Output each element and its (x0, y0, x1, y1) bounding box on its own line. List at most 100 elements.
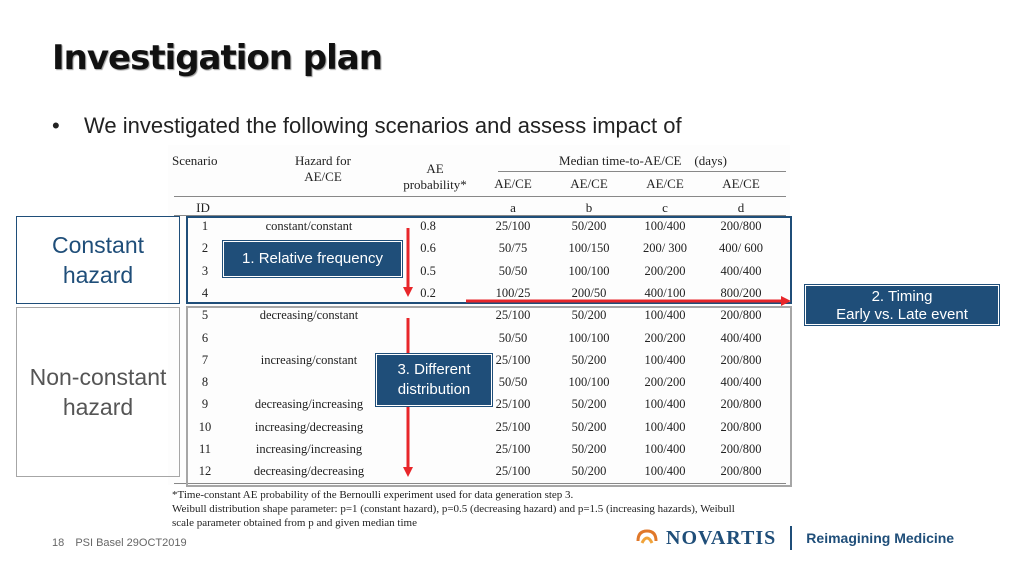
logo-divider (790, 526, 793, 550)
cell-d: 200/800 (720, 219, 762, 233)
scenario-table: Scenario Hazard for AE/CE AE probability… (168, 145, 790, 485)
nonconstant-hazard-label: Non-constant hazard (16, 307, 180, 477)
cell-a: 50/75 (498, 241, 528, 256)
cell-b: 50/200 (571, 464, 607, 479)
cell-id: 8 (201, 375, 209, 390)
cell-id: 9 (201, 397, 209, 412)
cell-c: 100/400 (644, 464, 686, 479)
cell-d: 400/ 600 (718, 241, 764, 256)
cell-c: 100/400 (644, 352, 686, 367)
header-aece-c: AE/CE (646, 176, 684, 191)
cell-c: 100/400 (644, 442, 686, 456)
cell-d: 800/200 (720, 285, 762, 300)
cell-hazard: increasing/increasing (255, 442, 363, 456)
cell-id: 6 (201, 330, 209, 345)
cell-a: 25/100 (495, 442, 531, 456)
header-median: Median time-to-AE/CE (days) (559, 153, 727, 168)
cell-id: 3 (201, 263, 209, 278)
cell-d: 200/800 (720, 308, 762, 323)
cell-id: 1 (201, 219, 209, 233)
cell-c: 200/200 (644, 263, 686, 278)
cell-b: 200/50 (571, 285, 607, 300)
timing-callout: 2. Timing Early vs. Late event (805, 285, 999, 325)
cell-a: 25/100 (495, 419, 531, 434)
cell-d: 200/800 (720, 352, 762, 367)
cell-a: 50/50 (498, 375, 528, 390)
cell-c: 100/400 (644, 308, 686, 323)
cell-d: 200/800 (720, 397, 762, 412)
cell-a: 50/50 (498, 263, 528, 278)
cell-c: 100/400 (644, 419, 686, 434)
header-aece-d: AE/CE (722, 176, 760, 191)
cell-b: 50/200 (571, 308, 607, 323)
cell-d: 400/400 (720, 263, 762, 278)
cell-b: 50/200 (571, 352, 607, 367)
cell-b: 50/200 (571, 419, 607, 434)
cell-prob: 0.5 (420, 263, 436, 278)
cell-hazard: increasing/decreasing (254, 419, 364, 434)
cell-b: 50/200 (571, 397, 607, 412)
cell-hazard: increasing/constant (260, 352, 358, 367)
cell-id: 7 (201, 352, 209, 367)
cell-a: 25/100 (495, 352, 531, 367)
bullet-text: We investigated the following scenarios … (84, 113, 682, 138)
cell-c: 200/200 (644, 330, 686, 345)
cell-b: 50/200 (571, 442, 607, 456)
cell-a: 25/100 (495, 308, 531, 323)
cell-b: 50/200 (571, 219, 607, 233)
cell-b: 100/100 (568, 375, 610, 390)
nonconstant-hazard-frame (186, 306, 792, 487)
cell-b: 100/100 (568, 330, 610, 345)
novartis-flame-icon (636, 529, 658, 544)
novartis-logo: NOVARTIS Reimagining Medicine (636, 526, 954, 550)
event-label: PSI Basel 29OCT2019 (75, 537, 187, 549)
cell-c: 100/400 (644, 219, 686, 233)
cell-id: 10 (198, 419, 212, 434)
cell-id: 11 (198, 442, 212, 456)
cell-c: 200/200 (644, 375, 686, 390)
cell-hazard: decreasing/increasing (254, 397, 364, 412)
cell-hazard: decreasing/constant (259, 308, 359, 323)
cell-a: 50/50 (498, 330, 528, 345)
cell-b: 100/150 (568, 241, 610, 256)
cell-c: 400/100 (644, 285, 686, 300)
relative-frequency-callout: 1. Relative frequency (223, 241, 402, 277)
cell-id: 2 (201, 241, 209, 256)
cell-hazard: decreasing/decreasing (253, 464, 365, 479)
different-distribution-callout: 3. Different distribution (376, 354, 492, 406)
brand-tagline: Reimagining Medicine (806, 530, 955, 546)
cell-a: 25/100 (495, 219, 531, 233)
cell-d: 200/800 (720, 442, 762, 456)
cell-id: 12 (198, 464, 212, 479)
header-aece-a: AE/CE (494, 176, 532, 191)
cell-id: 5 (201, 308, 209, 323)
header-id: ID (196, 200, 210, 215)
cell-d: 200/800 (720, 464, 762, 479)
slide-footer: 18 PSI Basel 29OCT2019 (52, 537, 195, 549)
cell-prob: 0.2 (420, 285, 436, 300)
cell-a: 25/100 (495, 464, 531, 479)
brand-name: NOVARTIS (666, 526, 777, 549)
page-number: 18 (52, 537, 65, 549)
bullet-icon: • (52, 113, 60, 138)
header-col-c: c (662, 200, 668, 215)
table-footnote: *Time-constant AE probability of the Ber… (172, 489, 735, 529)
cell-c: 200/ 300 (642, 241, 688, 256)
cell-d: 400/400 (720, 375, 762, 390)
header-col-a: a (510, 200, 516, 215)
cell-hazard: constant/constant (265, 219, 353, 233)
header-aece-b: AE/CE (570, 176, 608, 191)
header-ae-probability: AE probability* (403, 161, 467, 192)
header-col-d: d (737, 200, 745, 215)
header-hazard: Hazard for AE/CE (295, 153, 351, 184)
page-title: Investigation plan (52, 38, 383, 78)
cell-a: 100/25 (495, 285, 531, 300)
cell-b: 100/100 (568, 263, 610, 278)
constant-hazard-label: Constant hazard (16, 216, 180, 304)
cell-prob: 0.6 (420, 241, 436, 256)
cell-a: 25/100 (495, 397, 531, 412)
header-scenario: Scenario (172, 153, 218, 168)
header-col-b: b (585, 200, 593, 215)
cell-prob: 0.8 (420, 219, 436, 233)
cell-id: 4 (201, 285, 209, 300)
